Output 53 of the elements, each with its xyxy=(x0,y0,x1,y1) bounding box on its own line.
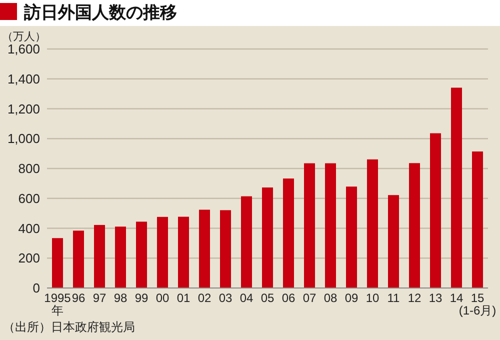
y-tick-label: 1,000 xyxy=(7,131,40,146)
y-tick-label: 1,200 xyxy=(7,101,40,116)
bar xyxy=(157,216,168,288)
y-tick-label: 1,600 xyxy=(7,42,40,56)
x-tick-label: 02 xyxy=(198,291,212,305)
bar xyxy=(409,163,420,288)
x-tick-label: 10 xyxy=(366,291,380,305)
bar xyxy=(199,210,210,288)
x-tick-label: 07 xyxy=(302,291,316,305)
y-tick-label: 800 xyxy=(18,161,40,176)
x-tick-label: 14 xyxy=(450,291,464,305)
bar xyxy=(325,163,336,288)
x-tick-label: 00 xyxy=(156,291,170,305)
x-tick-label: 09 xyxy=(344,291,358,305)
y-tick-label: 1,400 xyxy=(7,71,40,86)
x-tick-label: 98 xyxy=(114,291,128,305)
bar xyxy=(136,222,147,288)
bar xyxy=(220,210,231,288)
bar xyxy=(262,187,273,288)
x-tick-label: 1995 年 xyxy=(44,291,72,318)
x-tick-label: 11 xyxy=(387,291,400,305)
y-tick-label: 200 xyxy=(18,250,40,266)
bar xyxy=(241,196,252,288)
bar xyxy=(283,178,294,288)
bar xyxy=(52,238,63,288)
x-tick-label: 97 xyxy=(92,291,106,305)
bar xyxy=(451,88,462,288)
bar xyxy=(388,195,399,288)
bar xyxy=(115,226,126,288)
x-tick-label: 06 xyxy=(282,291,296,305)
bar xyxy=(73,230,84,288)
y-tick-label: 400 xyxy=(18,220,40,236)
x-tick-label: 04 xyxy=(240,291,254,305)
bar xyxy=(178,216,189,288)
bar xyxy=(367,159,378,288)
x-tick-label: 12 xyxy=(408,291,422,305)
x-tick-label: 99 xyxy=(134,291,148,305)
bar xyxy=(346,186,357,288)
chart-title: 訪日外国人数の推移 xyxy=(23,3,177,22)
bar xyxy=(304,163,315,288)
x-tick-label: 13 xyxy=(428,291,442,305)
x-tick-label: 01 xyxy=(176,291,190,305)
bar xyxy=(472,151,483,288)
x-tick-label: 03 xyxy=(218,291,232,305)
x-tick-label: 05 xyxy=(260,291,274,305)
bar xyxy=(430,133,441,288)
y-axis-title: （万人） xyxy=(2,31,46,43)
y-tick-label: 600 xyxy=(18,190,40,206)
x-tick-label: 08 xyxy=(324,291,338,305)
bar xyxy=(94,224,105,288)
y-tick-label: 0 xyxy=(32,280,40,296)
x-tick-label: 96 xyxy=(72,291,86,305)
text: （出所）日本政府観光局 xyxy=(3,320,135,334)
